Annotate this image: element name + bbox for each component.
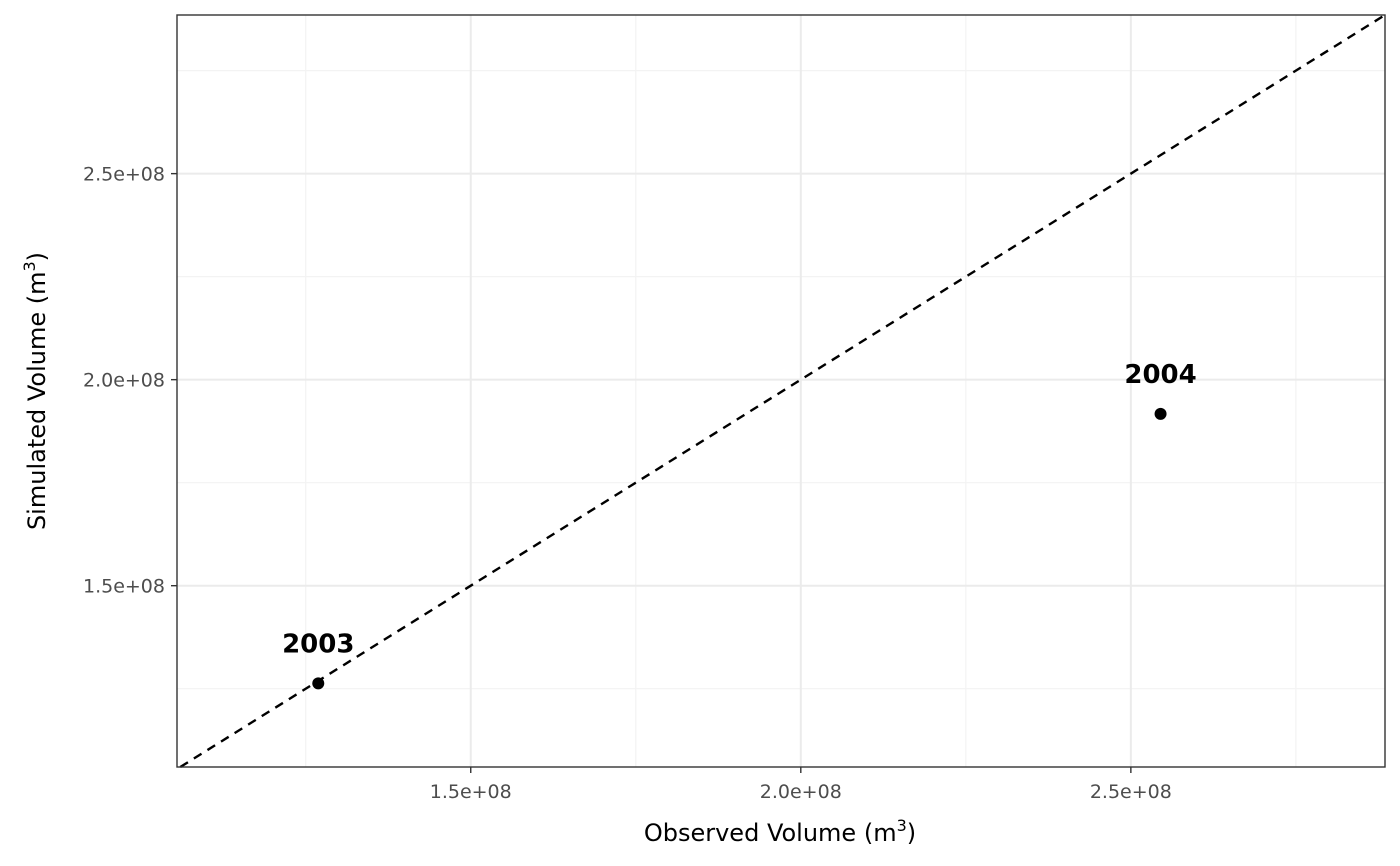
x-tick-label: 2.5e+08 bbox=[1090, 781, 1172, 803]
data-point bbox=[312, 677, 325, 690]
points-layer: 2003 2004 bbox=[282, 360, 1197, 690]
x-tick-label: 1.5e+08 bbox=[430, 781, 512, 803]
reference-line-layer bbox=[179, 13, 1386, 769]
data-point-label: 2003 bbox=[282, 629, 354, 659]
y-tick-label: 1.5e+08 bbox=[83, 576, 165, 598]
data-point-label: 2004 bbox=[1124, 360, 1196, 390]
identity-reference-line bbox=[179, 13, 1386, 769]
panel-border bbox=[176, 14, 1386, 768]
x-tick-label: 2.0e+08 bbox=[760, 781, 842, 803]
data-point bbox=[1154, 407, 1167, 420]
y-tick-label: 2.0e+08 bbox=[83, 370, 165, 392]
x-axis-title: Observed Volume (m3) bbox=[644, 816, 916, 847]
grid bbox=[177, 15, 1385, 767]
ticks: 1.5e+08 2.0e+08 2.5e+08 1.5e+08 2.0e+08 2.5e+… bbox=[83, 164, 1172, 803]
y-tick-label: 2.5e+08 bbox=[83, 164, 165, 186]
y-axis-title: Simulated Volume (m3) bbox=[20, 252, 51, 530]
